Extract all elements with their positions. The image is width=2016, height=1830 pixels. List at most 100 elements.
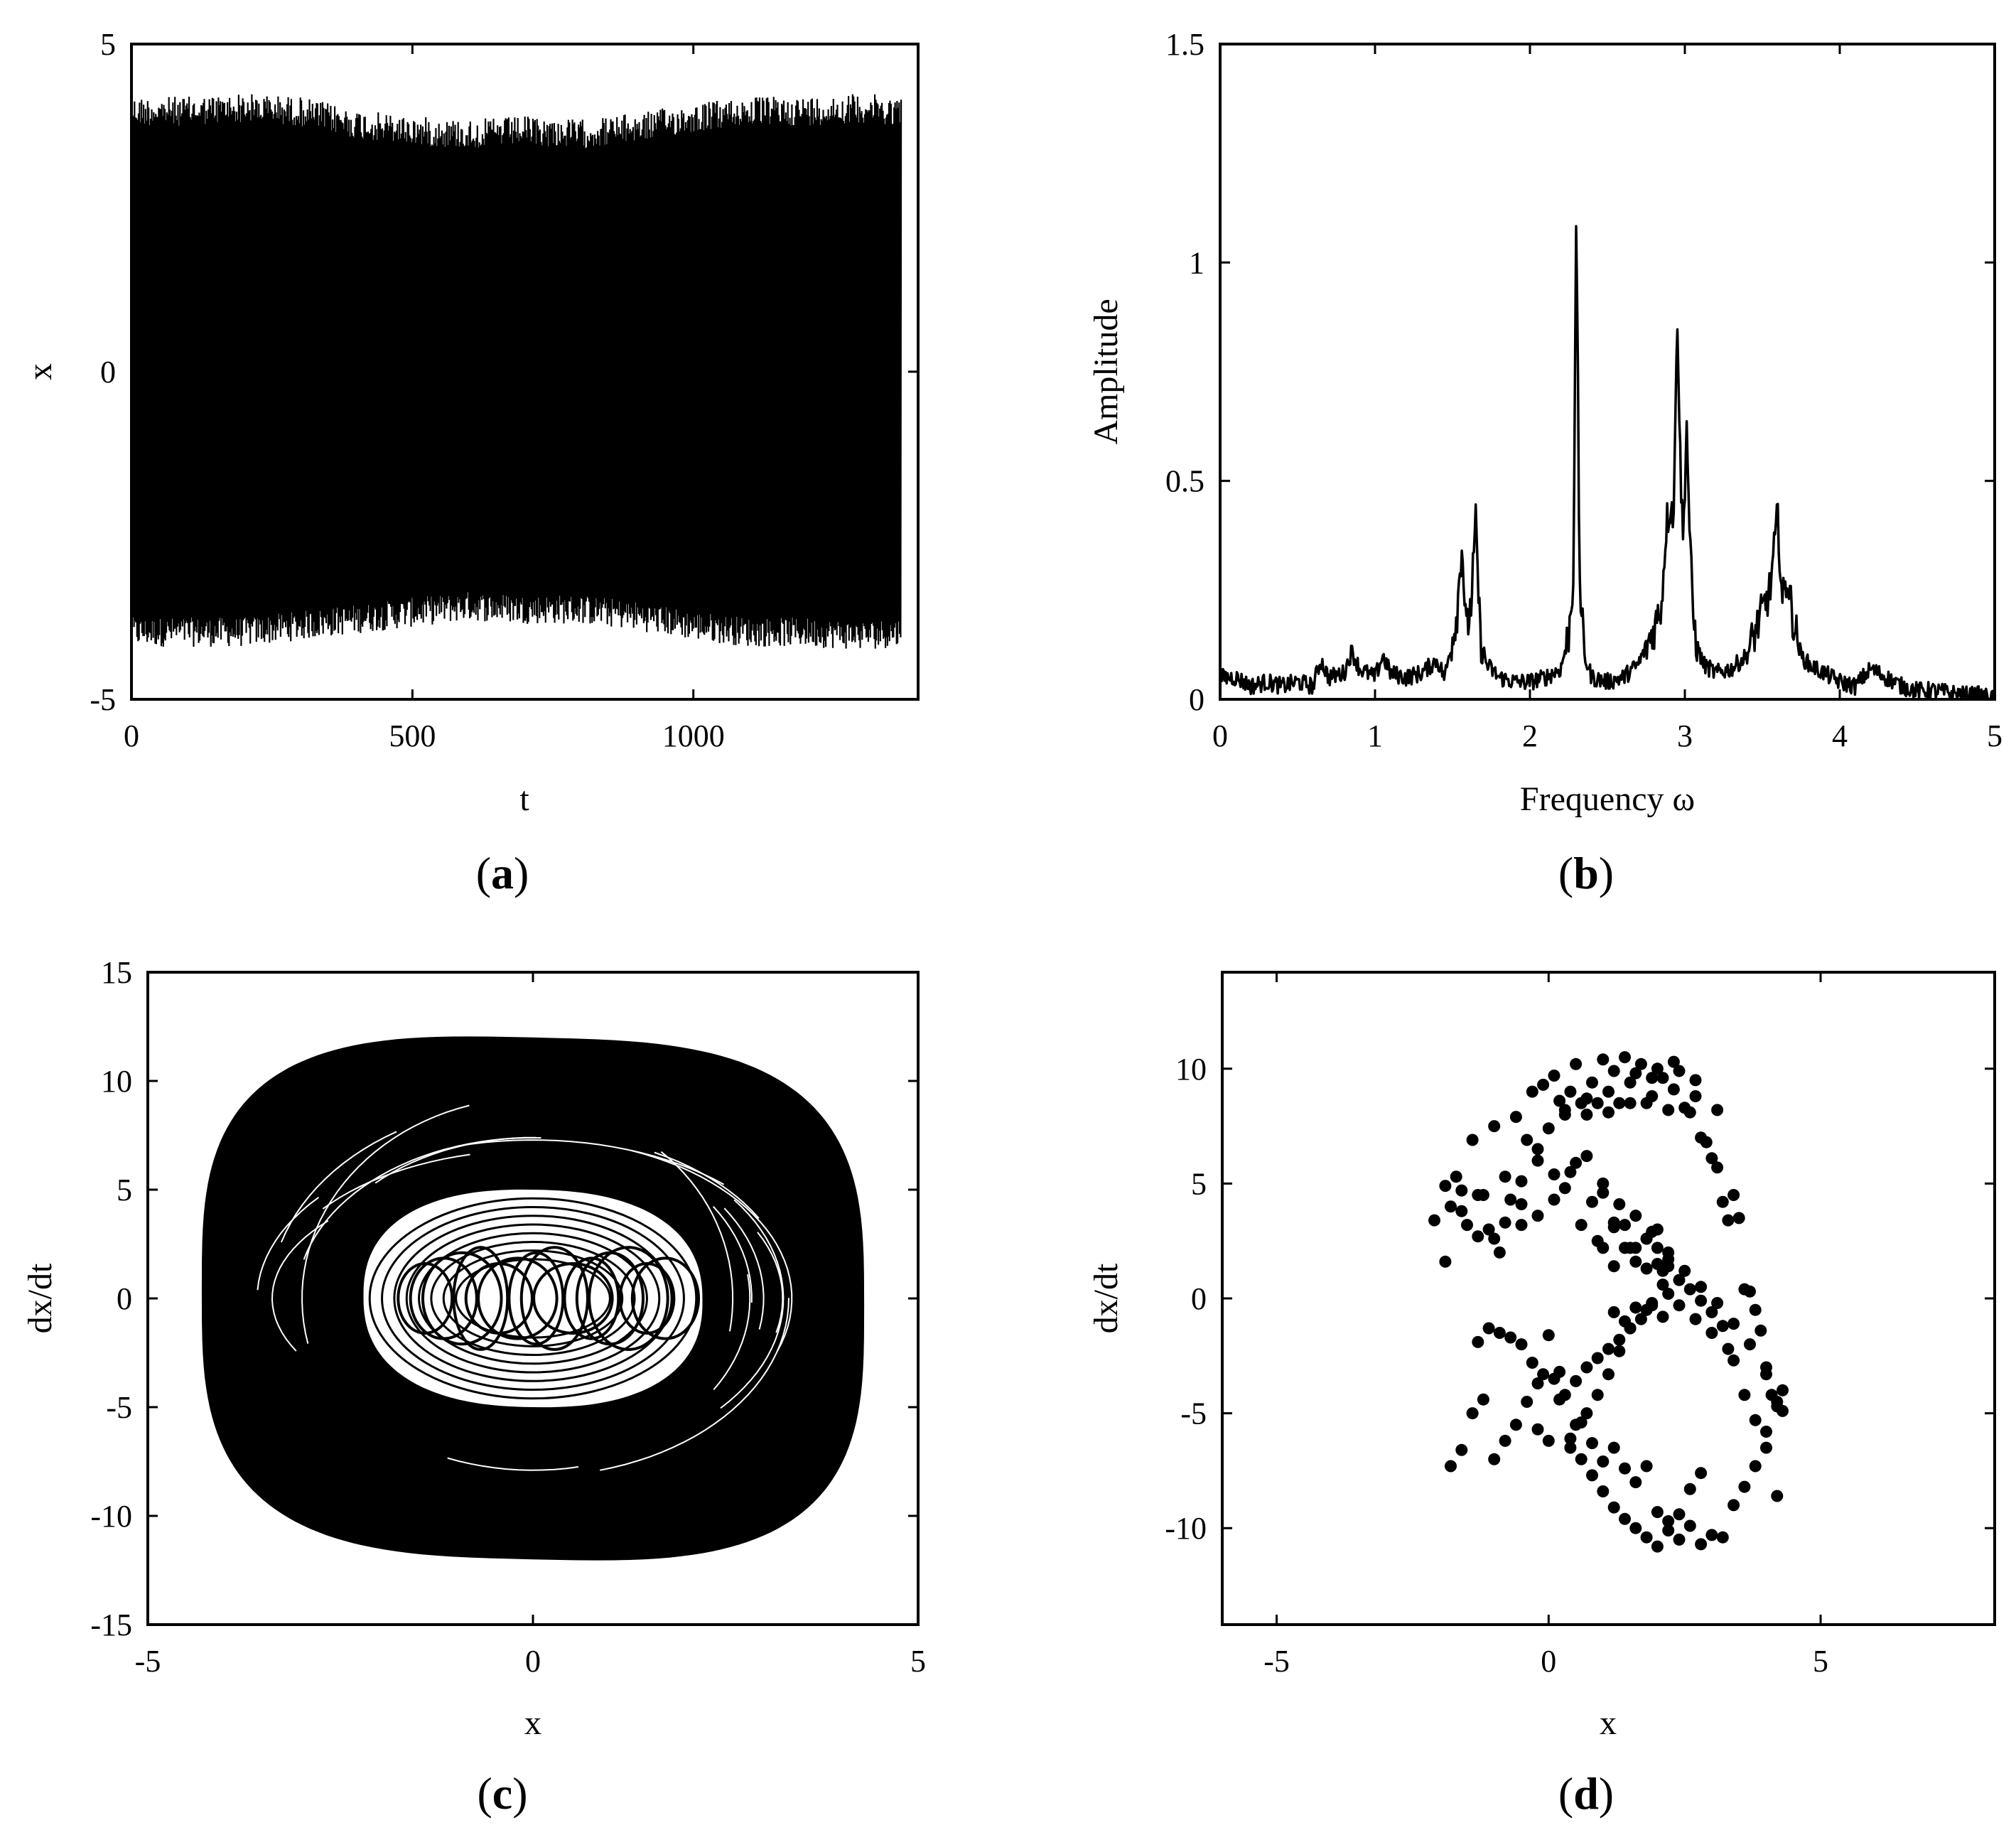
panel-b-ticks: 0 1 2 3 4 5 0 0.5 1 1.5 (1165, 27, 2002, 753)
scatter-point (1646, 1090, 1659, 1102)
scatter-point (1640, 1262, 1653, 1275)
scatter-point (1662, 1524, 1675, 1536)
scatter-point (1629, 1255, 1642, 1268)
panel-d-xlabel: x (1600, 1704, 1617, 1742)
scatter-point (1564, 1432, 1577, 1445)
panel-a-ticks: 0 500 1000-505 (90, 27, 918, 753)
scatter-point (1586, 1437, 1598, 1450)
scatter-point (1662, 1260, 1675, 1273)
panel-a-xlabel: t (519, 780, 529, 818)
scatter-point (1771, 1400, 1784, 1413)
scatter-point (1542, 1434, 1555, 1447)
scatter-point (1777, 1384, 1789, 1396)
ytick-label: 0 (100, 355, 116, 389)
trajectory-streak (630, 1149, 793, 1352)
scatter-point (1461, 1219, 1473, 1232)
scatter-point (1570, 1419, 1583, 1431)
panel-d-label: (d) (1558, 1768, 1614, 1819)
scatter-point (1640, 1531, 1653, 1544)
scatter-point (1558, 1108, 1571, 1121)
scatter-point (1509, 1111, 1522, 1124)
scatter-point (1695, 1281, 1708, 1293)
scatter-point (1711, 1104, 1724, 1116)
scatter-point (1515, 1198, 1528, 1210)
scatter-point (1564, 1166, 1577, 1178)
scatter-point (1678, 1264, 1691, 1277)
ytick-label: 1 (1189, 245, 1204, 280)
panel-a-label: (a) (476, 848, 529, 898)
scatter-point (1727, 1354, 1740, 1367)
scatter-point (1591, 1234, 1604, 1247)
scatter-point (1515, 1338, 1528, 1351)
scatter-point (1493, 1246, 1506, 1259)
scatter-point (1472, 1189, 1484, 1201)
scatter-point (1575, 1219, 1588, 1232)
scatter-point (1531, 1423, 1544, 1436)
scatter-point (1531, 1210, 1544, 1222)
scatter-point (1619, 1512, 1631, 1525)
scatter-point (1607, 1501, 1620, 1514)
scatter-point (1749, 1460, 1762, 1473)
panel-c-label: (c) (477, 1768, 527, 1819)
scatter-point (1634, 1313, 1647, 1325)
scatter-point (1580, 1108, 1593, 1121)
scatter-point (1439, 1180, 1452, 1193)
xtick-label: 1000 (662, 718, 725, 753)
scatter-point (1575, 1453, 1588, 1465)
panel-b-label: (b) (1558, 848, 1614, 898)
trajectory-orbit (455, 1258, 611, 1339)
trajectory-streak (723, 1207, 765, 1330)
scatter-point (1597, 1186, 1610, 1199)
scatter-point (1662, 1246, 1675, 1259)
scatter-point (1673, 1508, 1686, 1521)
scatter-point (1602, 1368, 1615, 1381)
scatter-point (1689, 1313, 1702, 1325)
panel-d-poincare-section: -5 0 5 -10 -5 0 5 10 x dx/dt (d) (1087, 971, 1996, 1819)
scatter-point (1564, 1085, 1577, 1098)
scatter-point (1531, 1154, 1544, 1167)
scatter-point (1472, 1230, 1484, 1243)
scatter-point (1445, 1200, 1457, 1213)
scatter-point (1499, 1434, 1511, 1447)
scatter-point (1613, 1345, 1626, 1357)
scatter-point (1624, 1076, 1637, 1089)
ytick-label: -10 (90, 1499, 132, 1534)
scatter-point (1499, 1170, 1511, 1183)
scatter-point (1754, 1324, 1767, 1337)
scatter-point (1580, 1150, 1593, 1163)
scatter-point (1656, 1310, 1669, 1323)
scatter-point (1683, 1106, 1696, 1119)
scatter-point (1629, 1522, 1642, 1534)
trajectory-loop (563, 1256, 620, 1340)
scatter-point (1613, 1198, 1626, 1210)
scatter-point (1651, 1242, 1664, 1254)
xtick-label: 0 (525, 1644, 541, 1679)
scatter-point (1482, 1322, 1495, 1335)
scatter-point (1619, 1462, 1631, 1475)
scatter-point (1667, 1055, 1680, 1068)
scatter-point (1705, 1327, 1718, 1339)
scatter-point (1722, 1342, 1735, 1355)
trajectory-loop (452, 1246, 510, 1351)
signal-line (131, 94, 902, 649)
xtick-label: 3 (1677, 718, 1693, 753)
trajectory-streak (599, 1298, 789, 1471)
scatter-point (1580, 1092, 1593, 1105)
scatter-point (1711, 1297, 1724, 1309)
panel-b-spectrum-line (1220, 225, 1995, 699)
trajectory-streak (654, 1151, 760, 1219)
scatter-point (1662, 1288, 1675, 1300)
xtick-label: 0 (1212, 718, 1228, 753)
panel-b-spectrum: 0 1 2 3 4 5 0 0.5 1 1.5 Frequency ω Amplitude (b) (1087, 27, 2002, 898)
ytick-label: 15 (101, 955, 132, 990)
scatter-point (1521, 1396, 1533, 1408)
xtick-label: 0 (1541, 1644, 1556, 1679)
scatter-point (1477, 1393, 1489, 1406)
scatter-point (1727, 1189, 1740, 1201)
scatter-point (1673, 1065, 1686, 1077)
scatter-point (1613, 1333, 1626, 1346)
scatter-point (1450, 1170, 1462, 1183)
scatter-point (1738, 1389, 1751, 1401)
trajectory-loop (477, 1256, 559, 1340)
scatter-point (1526, 1085, 1538, 1098)
